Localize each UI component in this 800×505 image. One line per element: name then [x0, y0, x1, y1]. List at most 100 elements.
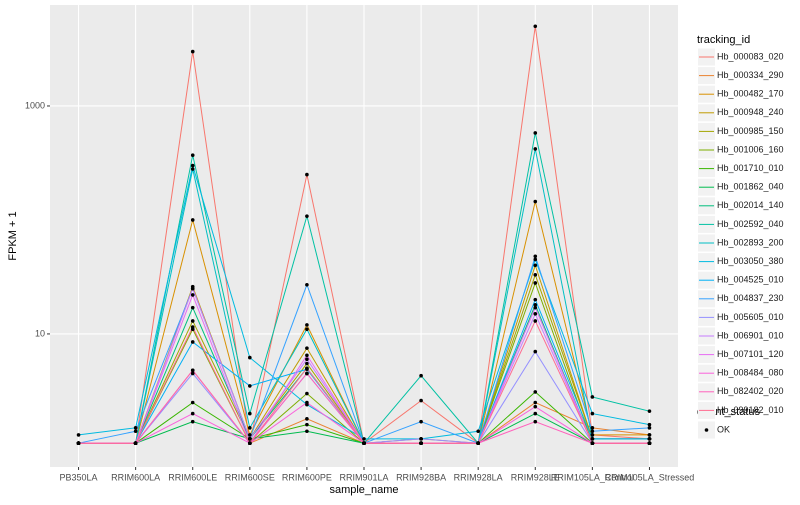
- legend-label: Hb_082402_020: [717, 386, 784, 396]
- data-point: [305, 371, 309, 376]
- data-point: [305, 357, 309, 362]
- x-tick-label: RRIM600PE: [282, 472, 332, 482]
- legend-label: Hb_000083_020: [717, 51, 784, 61]
- legend-label: Hb_000985_150: [717, 126, 784, 136]
- data-point: [248, 441, 252, 445]
- data-point: [533, 297, 538, 302]
- data-point: [305, 400, 309, 405]
- data-point: [190, 400, 195, 405]
- data-point: [419, 419, 423, 424]
- legend-label: Hb_001862_040: [717, 182, 784, 192]
- data-point: [533, 273, 538, 277]
- x-tick-label: RRIM105LA_Stressed: [605, 472, 695, 482]
- data-point: [305, 429, 309, 434]
- data-point: [248, 384, 252, 388]
- x-tick-label: RRIM928LE: [511, 472, 560, 482]
- data-point: [533, 319, 538, 323]
- data-point: [190, 305, 195, 310]
- legend-label: Hb_004837_230: [717, 293, 784, 303]
- legend-title: tracking_id: [697, 34, 750, 46]
- x-tick-label: RRIM600LE: [168, 472, 217, 482]
- legend-label: Hb_000948_240: [717, 107, 784, 117]
- data-point: [533, 404, 538, 409]
- data-point: [305, 366, 309, 371]
- data-point: [647, 441, 652, 445]
- data-point: [533, 257, 538, 262]
- data-point: [419, 398, 423, 403]
- data-point: [533, 24, 538, 29]
- data-point: [590, 433, 595, 437]
- data-point: [248, 437, 252, 441]
- data-point: [362, 437, 366, 441]
- data-point: [533, 400, 538, 405]
- data-point: [533, 254, 538, 259]
- data-point: [76, 433, 81, 437]
- data-point: [248, 411, 252, 416]
- data-point: [533, 390, 538, 394]
- data-point: [305, 172, 309, 177]
- data-point: [533, 411, 538, 416]
- data-point: [248, 433, 252, 437]
- x-tick-label: RRIM600LA: [111, 472, 160, 482]
- data-point: [533, 147, 538, 151]
- data-point: [590, 429, 595, 434]
- data-point: [533, 349, 538, 354]
- data-point: [590, 426, 595, 430]
- data-point: [190, 325, 195, 329]
- legend-label: Hb_002893_200: [717, 237, 784, 247]
- data-point: [533, 303, 538, 307]
- data-point: [647, 422, 652, 427]
- x-tick-label: PB350LA: [60, 472, 98, 482]
- data-point: [190, 286, 195, 291]
- data-point: [133, 441, 138, 445]
- data-point: [476, 441, 480, 445]
- data-point: [590, 437, 595, 441]
- data-point: [190, 218, 195, 222]
- data-point: [190, 419, 195, 424]
- data-point: [305, 361, 309, 366]
- data-point: [305, 417, 309, 421]
- data-point: [533, 312, 538, 316]
- data-point: [305, 391, 309, 396]
- legend-label: Hb_007101_120: [717, 349, 784, 359]
- legend-point: [704, 428, 709, 432]
- data-point: [190, 340, 195, 344]
- data-point: [305, 346, 309, 350]
- data-point: [419, 373, 423, 378]
- data-point: [190, 49, 195, 54]
- x-tick-label: RRIM105LA_Control: [551, 472, 634, 482]
- data-point: [190, 368, 195, 373]
- legend-label: Hb_003050_380: [717, 256, 784, 266]
- data-point: [476, 429, 480, 434]
- y-tick-label: 1000: [25, 100, 45, 110]
- data-point: [248, 426, 252, 430]
- legend-label: Hb_099182_010: [717, 405, 784, 415]
- data-point: [190, 163, 195, 168]
- legend-label: Hb_004525_010: [717, 275, 784, 285]
- legend-label: Hb_006901_010: [717, 330, 784, 340]
- data-point: [190, 167, 195, 171]
- x-tick-label: RRIM928BA: [396, 472, 446, 482]
- legend-label: OK: [717, 424, 730, 434]
- x-axis-title: sample_name: [329, 484, 398, 496]
- data-point: [419, 441, 423, 445]
- data-point: [647, 409, 652, 413]
- data-point: [248, 355, 252, 360]
- legend-label: Hb_002592_040: [717, 219, 784, 229]
- data-point: [190, 371, 195, 376]
- legend-label: Hb_005605_010: [717, 312, 784, 322]
- data-point: [190, 411, 195, 416]
- data-point: [305, 282, 309, 287]
- x-tick-label: RRIM928LA: [454, 472, 503, 482]
- data-point: [533, 131, 538, 135]
- legend-label: Hb_001006_160: [717, 144, 784, 154]
- data-point: [590, 441, 595, 445]
- data-point: [590, 395, 595, 399]
- data-point: [305, 327, 309, 332]
- x-tick-label: RRIM901LA: [339, 472, 388, 482]
- x-tick-label: RRIM600SE: [225, 472, 275, 482]
- data-point: [533, 263, 538, 268]
- data-point: [190, 293, 195, 297]
- data-point: [647, 433, 652, 437]
